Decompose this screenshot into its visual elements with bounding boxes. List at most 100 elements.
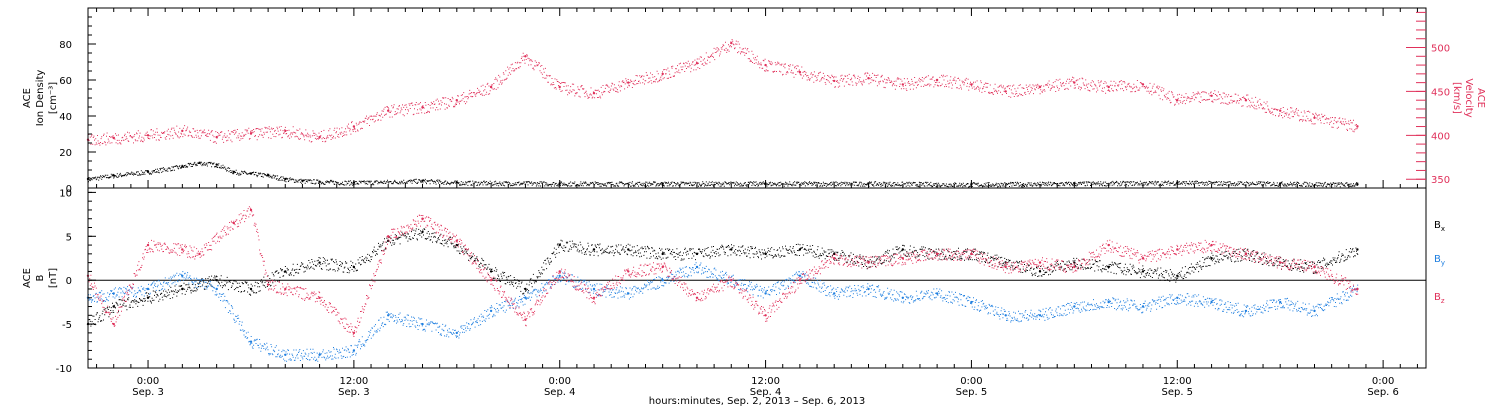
velocity-series-point	[935, 78, 939, 82]
velocity-series	[88, 39, 1359, 146]
by-series-point	[1279, 300, 1282, 304]
field-tick-label: 0	[66, 276, 72, 287]
time-tick-label: 0:00	[1372, 376, 1394, 387]
bx-series-point	[901, 248, 904, 251]
date-tick-label: Sep. 4	[750, 387, 782, 398]
bx-series-point	[524, 287, 527, 291]
bz-series-point	[1004, 265, 1007, 269]
bz-series-point	[798, 279, 802, 282]
velocity-series-point	[1107, 85, 1110, 89]
by-series-point	[798, 274, 802, 277]
by-series-point	[455, 331, 458, 335]
by-series-point	[901, 296, 904, 299]
bx-series-point	[1141, 270, 1145, 273]
bz-series-point	[867, 261, 870, 264]
bz-series-point	[833, 257, 836, 260]
density-series-point	[421, 179, 424, 182]
velocity-tick-label: 350	[1431, 175, 1450, 186]
density-tick-label: 20	[59, 148, 72, 159]
by-series-point	[1004, 314, 1007, 317]
density-series-point	[198, 161, 201, 164]
by-series-point	[764, 292, 767, 295]
bx-series-point	[489, 270, 493, 273]
field-axis-title-line1: ACE	[22, 268, 33, 288]
density-series-point	[318, 180, 321, 183]
by-series-point	[970, 300, 973, 304]
bz-series-point	[421, 217, 424, 220]
density-series-point	[661, 182, 664, 185]
by-series-point	[1141, 305, 1145, 308]
bx-series-point	[798, 248, 802, 251]
by-series-point	[1313, 309, 1316, 313]
by-series-point	[421, 322, 424, 326]
bz-series-point	[181, 248, 184, 251]
density-series-point	[284, 177, 287, 181]
by-series-point	[1244, 309, 1248, 313]
bx-series-point	[146, 296, 150, 299]
by-series-point	[387, 314, 390, 317]
density-series-point	[112, 174, 115, 177]
velocity-tick-label: 450	[1431, 87, 1450, 98]
density-series-point	[455, 181, 458, 184]
bx-series-point	[284, 270, 287, 273]
velocity-series-point	[833, 79, 836, 83]
density-axis-title-line3: [cm⁻³]	[48, 82, 59, 114]
bz-series-point	[249, 208, 253, 212]
by-series-point	[215, 287, 218, 291]
bx-series-point	[421, 230, 424, 234]
magnetic-field-panel: -10 -5 0 5 10 ACE B [nT] Bx By Bz	[22, 187, 1445, 375]
velocity-series-point	[1244, 99, 1248, 102]
by-series-point	[112, 292, 115, 295]
bx-series-point	[1210, 257, 1213, 260]
by-series-point	[1176, 296, 1179, 299]
bz-series-point	[1356, 287, 1359, 291]
bz-series-point	[266, 283, 270, 286]
field-tick-label: 10	[59, 188, 72, 199]
velocity-axis-title-line3: [km/s]	[1451, 82, 1462, 114]
bz-series-point	[232, 221, 235, 225]
velocity-series-point	[421, 106, 424, 109]
bx-series-point	[661, 252, 664, 256]
by-series-point	[935, 292, 939, 295]
by-series-point	[867, 287, 870, 291]
time-tick-label: 12:00	[1163, 376, 1192, 387]
velocity-series-point	[1210, 94, 1213, 98]
density-series	[88, 161, 1359, 188]
velocity-series-point	[1073, 81, 1076, 84]
bz-series-point	[764, 314, 767, 317]
date-tick-label: Sep. 4	[544, 387, 576, 398]
bx-series-point	[318, 261, 321, 264]
bz-series-point	[558, 270, 561, 273]
density-tick-label: 40	[59, 112, 72, 123]
density-velocity-panel: 0 20 40 60 80 350 400 450 500 ACE Ion Density […	[22, 7, 1486, 195]
velocity-series-point	[695, 62, 699, 65]
bz-series-point	[1279, 261, 1282, 264]
bz-series-point	[318, 296, 321, 299]
density-series-point	[266, 174, 270, 177]
velocity-series-point	[798, 70, 802, 74]
bz-series-point	[352, 331, 356, 335]
velocity-series-point	[970, 83, 973, 86]
by-series-point	[661, 279, 664, 282]
velocity-series-point	[1279, 109, 1282, 112]
bz-series-point	[695, 296, 699, 299]
field-axis-title-line2: B	[35, 274, 46, 281]
velocity-series-point	[901, 83, 904, 86]
velocity-series-point	[455, 99, 458, 102]
velocity-series-point	[146, 134, 150, 137]
bz-series-point	[627, 270, 630, 273]
date-tick-label: Sep. 3	[338, 387, 370, 398]
density-series-point	[249, 172, 253, 175]
bz-series-point	[1141, 257, 1145, 260]
density-series-point	[232, 170, 235, 173]
bx-series	[88, 228, 1359, 327]
velocity-tick-label: 400	[1431, 131, 1450, 142]
bz-series-point	[112, 322, 115, 326]
by-series-point	[1210, 300, 1213, 304]
velocity-series-point	[764, 63, 767, 67]
density-series-point	[1073, 182, 1076, 185]
velocity-series-point	[1038, 85, 1042, 89]
velocity-series-point	[524, 55, 527, 58]
bz-series-point	[1038, 261, 1042, 264]
velocity-series-point	[1004, 90, 1007, 93]
